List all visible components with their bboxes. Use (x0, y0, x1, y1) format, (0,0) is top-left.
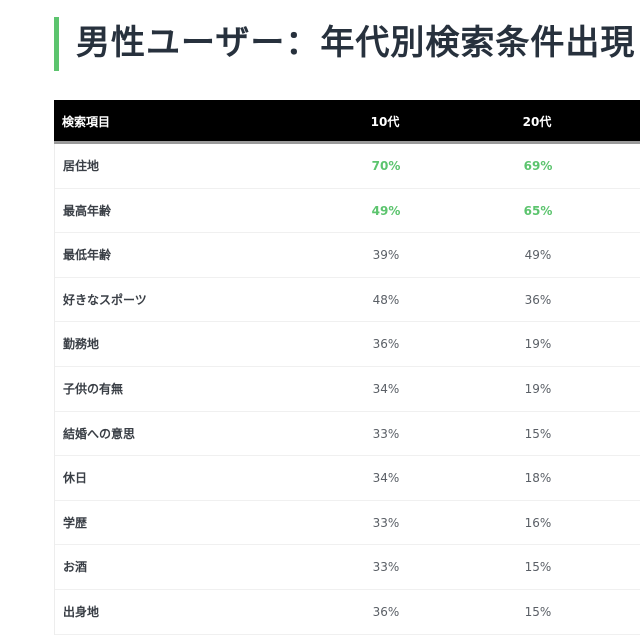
title-accent-bar (54, 17, 59, 71)
table-row: 出身地 36% 15% (55, 590, 640, 635)
row-label: 休日 (63, 471, 88, 486)
page-title: 男性ユーザー：年代別検索条件出現 (76, 23, 636, 63)
value-20s: 15% (524, 604, 552, 619)
table-row: 結婚への意思 33% 15% (55, 412, 640, 457)
table-row: 居住地 70% 69% (55, 144, 640, 189)
value-20s: 15% (524, 560, 552, 575)
row-label: 好きなスポーツ (63, 292, 147, 307)
value-20s: 19% (524, 337, 552, 352)
table-row: 最高年齢 49% 65% (55, 189, 640, 234)
table-header: 検索項目 10代 20代 (54, 100, 640, 144)
table-row: お酒 33% 15% (55, 545, 640, 590)
value-10s: 39% (372, 248, 400, 263)
value-10s: 33% (372, 515, 400, 530)
title-block: 男性ユーザー：年代別検索条件出現 (54, 17, 640, 71)
row-label: 学歴 (63, 515, 88, 530)
value-10s: 33% (372, 560, 400, 575)
value-10s: 33% (372, 426, 400, 441)
table-row: 休日 34% 18% (55, 456, 640, 501)
table-row: 好きなスポーツ 48% 36% (55, 278, 640, 323)
value-20s: 36% (524, 292, 552, 307)
row-label: 居住地 (63, 159, 100, 173)
header-search-item: 検索項目 (62, 115, 111, 129)
row-label: お酒 (63, 560, 88, 575)
value-10s: 34% (372, 471, 400, 486)
row-label: 最低年齢 (63, 248, 112, 263)
row-label: 最高年齢 (63, 203, 112, 218)
value-20s: 19% (524, 381, 552, 396)
header-20s-label: 20代 (522, 115, 552, 129)
value-10s: 34% (372, 381, 400, 396)
header-10s-label: 10代 (370, 115, 400, 129)
row-label: 子供の有無 (63, 381, 124, 396)
search-conditions-table: 検索項目 10代 20代 居住地 70% 69% 最高年齢 49% 65% 最低年齢 39% 4… (54, 100, 640, 635)
row-label: 勤務地 (63, 337, 100, 352)
value-10s: 36% (372, 337, 400, 352)
value-20s: 18% (524, 471, 552, 486)
value-20s: 16% (524, 515, 552, 530)
row-label: 出身地 (63, 604, 100, 619)
value-20s: 65% (523, 203, 553, 218)
table-row: 勤務地 36% 19% (55, 322, 640, 367)
value-10s: 48% (372, 292, 400, 307)
value-20s: 15% (524, 426, 552, 441)
table-body: 居住地 70% 69% 最高年齢 49% 65% 最低年齢 39% 49% 好きなスポーツ 48% 3… (54, 144, 640, 635)
table-row: 最低年齢 39% 49% (55, 233, 640, 278)
table-row: 学歴 33% 16% (55, 501, 640, 546)
value-10s: 70% (371, 159, 401, 173)
table-row: 子供の有無 34% 19% (55, 367, 640, 412)
row-label: 結婚への意思 (63, 426, 136, 441)
value-20s: 49% (524, 248, 552, 263)
value-10s: 49% (371, 203, 401, 218)
value-10s: 36% (372, 604, 400, 619)
value-20s: 69% (523, 159, 553, 173)
